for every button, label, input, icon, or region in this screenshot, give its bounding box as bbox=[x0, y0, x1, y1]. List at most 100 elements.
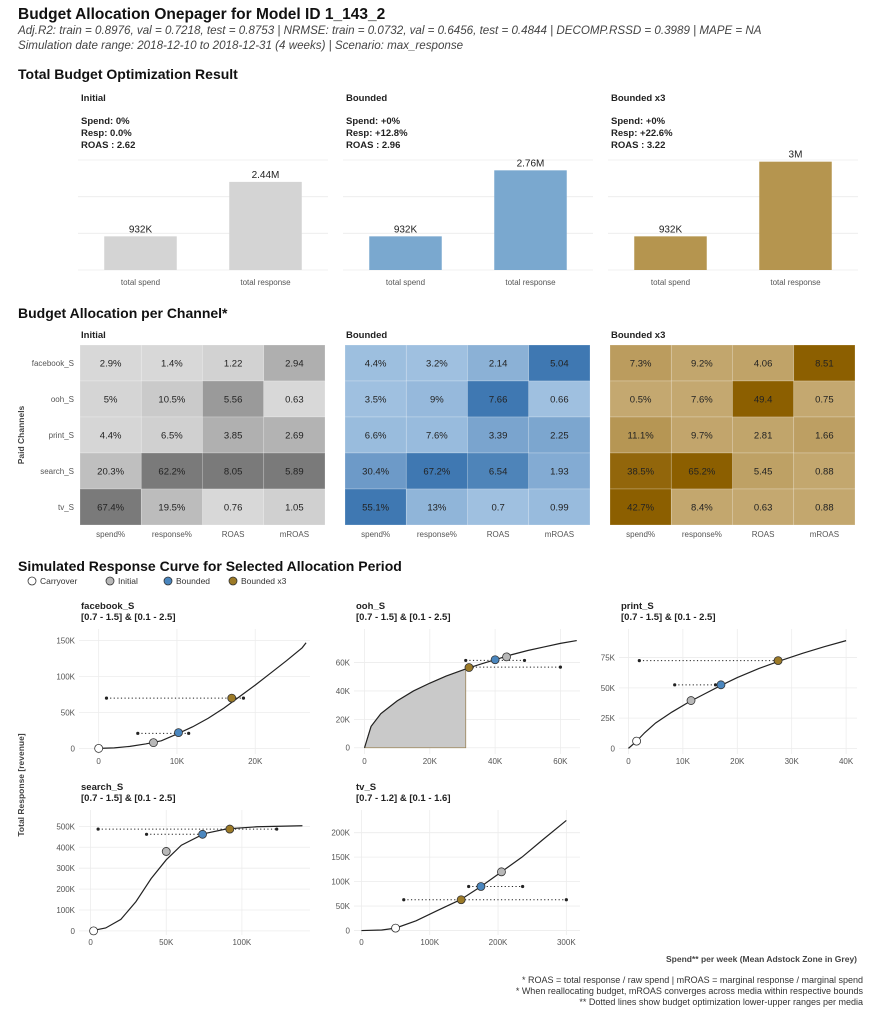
heatmap-row-label-tv-s: tv_S bbox=[58, 503, 74, 512]
curve-facebook-s-range-start-1 bbox=[104, 696, 109, 700]
total-bounded-bar-label-total-spend: 932K bbox=[394, 224, 418, 235]
legend-label-bounded: Bounded bbox=[176, 576, 210, 586]
heatmap-bounded-column-label-spend: spend% bbox=[361, 530, 390, 539]
total-bounded-x3-stat-1: Resp: +22.6% bbox=[611, 128, 673, 139]
curve-tv-s-range-label: [0.7 - 1.2] & [0.1 - 1.6] bbox=[356, 793, 451, 804]
curve-print-s-xtick-2: 20K bbox=[730, 757, 745, 766]
curve-facebook-s-point-carryover bbox=[94, 744, 104, 753]
heatmap-bounded-x3-cell-print-s-spend bbox=[609, 416, 672, 454]
heatmap-bounded-cell-label-facebook-s-spend: 4.4% bbox=[365, 359, 387, 370]
total-bounded-bar-label-total-response: 2.76M bbox=[517, 158, 545, 169]
heatmap-initial-cell-label-ooh-s-response: 10.5% bbox=[158, 395, 185, 406]
response-curves-section-title: Simulated Response Curve for Selected Al… bbox=[18, 558, 402, 574]
curve-facebook-s-point-bounded-x3 bbox=[227, 693, 237, 703]
allocation-section-title: Budget Allocation per Channel* bbox=[18, 305, 228, 321]
total-bounded-x3-bar-label-total-response: 3M bbox=[789, 150, 803, 161]
heatmap-bounded-cell-search-s-response bbox=[405, 452, 468, 490]
heatmap-bounded-x3-cell-label-tv-s-spend: 42.7% bbox=[627, 503, 654, 514]
heatmap-bounded-cell-label-tv-s-roas: 0.7 bbox=[492, 503, 505, 514]
heatmap-bounded-cell-label-facebook-s-mroas: 5.04 bbox=[550, 359, 569, 370]
heatmap-bounded-x3-cell-label-ooh-s-mroas: 0.75 bbox=[815, 395, 834, 406]
total-bounded-xtick-total-response: total response bbox=[505, 278, 556, 287]
heatmap-bounded-cell-label-ooh-s-spend: 3.5% bbox=[365, 395, 387, 406]
heatmap-initial-cell-search-s-roas bbox=[202, 452, 265, 490]
curve-tv-s-xtick-3: 300K bbox=[557, 938, 576, 947]
heatmap-initial-cell-label-search-s-response: 62.2% bbox=[158, 467, 185, 478]
curve-search-s-point-carryover bbox=[89, 926, 98, 936]
heatmap-row-label-facebook-s: facebook_S bbox=[32, 359, 74, 368]
heatmap-bounded-panel-title: Bounded bbox=[346, 330, 387, 341]
curve-facebook-s-ytick-2: 100K bbox=[56, 673, 75, 682]
heatmap-initial-cell-label-search-s-mroas: 5.89 bbox=[285, 467, 304, 478]
heatmap-bounded-x3-cell-label-tv-s-response: 8.4% bbox=[691, 503, 713, 514]
curve-print-s-point-bounded-x3 bbox=[773, 656, 783, 666]
heatmap-bounded-cell-ooh-s-spend bbox=[344, 380, 407, 418]
heatmap-bounded-cell-label-print-s-spend: 6.6% bbox=[365, 431, 387, 442]
curve-print-s-ytick-2: 50K bbox=[601, 684, 616, 693]
total-initial-bar-label-total-spend: 932K bbox=[129, 224, 153, 235]
legend-label-bounded-x3: Bounded x3 bbox=[241, 576, 287, 586]
curve-tv-s-range-end-0 bbox=[564, 898, 568, 902]
heatmap-bounded-cell-search-s-spend bbox=[344, 452, 407, 490]
heatmap-bounded-cell-tv-s-roas bbox=[467, 488, 530, 526]
heatmap-row-label-search-s: search_S bbox=[40, 467, 74, 476]
curve-search-s-range-start-1 bbox=[96, 827, 100, 831]
heatmap-bounded-column-label-response: response% bbox=[417, 530, 457, 539]
total-initial-bar-label-total-response: 2.44M bbox=[252, 170, 280, 181]
curve-search-s-range-label: [0.7 - 1.5] & [0.1 - 2.5] bbox=[81, 793, 176, 804]
footnote-roas: * ROAS = total response / raw spend | mR… bbox=[521, 975, 863, 985]
total-bounded-x3-stat-2: ROAS : 3.22 bbox=[611, 140, 665, 151]
curve-search-s-point-bounded-x3 bbox=[225, 824, 235, 834]
curve-ooh-s-xtick-2: 40K bbox=[488, 757, 503, 766]
heatmap-bounded-cell-ooh-s-roas bbox=[467, 380, 530, 418]
heatmap-bounded-cell-label-ooh-s-roas: 7.66 bbox=[489, 395, 508, 406]
heatmap-initial-cell-label-facebook-s-response: 1.4% bbox=[161, 359, 183, 370]
curve-tv-s-ytick-3: 150K bbox=[331, 853, 350, 862]
heatmap-initial-cell-label-search-s-roas: 8.05 bbox=[224, 467, 243, 478]
heatmap-initial-cell-tv-s-response bbox=[140, 488, 203, 526]
heatmap-initial-cell-search-s-mroas bbox=[263, 452, 326, 490]
total-bounded-panel-title: Bounded bbox=[346, 93, 387, 104]
heatmap-bounded-x3-cell-print-s-response bbox=[670, 416, 733, 454]
heatmap-bounded-cell-label-ooh-s-response: 9% bbox=[430, 395, 444, 406]
heatmap-row-label-ooh-s: ooh_S bbox=[51, 395, 74, 404]
curve-tv-s-xtick-0: 0 bbox=[359, 938, 364, 947]
total-initial-stat-2: ROAS : 2.62 bbox=[81, 140, 135, 151]
heatmap-bounded-cell-tv-s-spend bbox=[344, 488, 407, 526]
heatmap-initial-cell-print-s-roas bbox=[202, 416, 265, 454]
legend-marker-carryover bbox=[27, 576, 37, 586]
curve-ooh-s-point-initial bbox=[502, 652, 511, 662]
heatmap-initial-cell-label-print-s-response: 6.5% bbox=[161, 431, 183, 442]
curve-facebook-s-panel-title: facebook_S bbox=[81, 601, 134, 612]
total-bounded-x3-xtick-total-response: total response bbox=[770, 278, 821, 287]
heatmap-bounded-cell-label-facebook-s-roas: 2.14 bbox=[489, 359, 508, 370]
heatmap-bounded-cell-label-search-s-roas: 6.54 bbox=[489, 467, 508, 478]
heatmap-bounded-x3-cell-label-tv-s-roas: 0.63 bbox=[754, 503, 773, 514]
heatmap-initial-cell-label-tv-s-spend: 67.4% bbox=[97, 503, 124, 514]
legend-label-carryover: Carryover bbox=[40, 576, 77, 586]
curve-ooh-s-range-start-1 bbox=[464, 658, 468, 663]
curve-search-s-xtick-1: 50K bbox=[159, 938, 174, 947]
heatmap-initial-cell-label-print-s-spend: 4.4% bbox=[100, 431, 122, 442]
heatmap-bounded-cell-tv-s-response bbox=[405, 488, 468, 526]
heatmap-initial-cell-label-tv-s-mroas: 1.05 bbox=[285, 503, 304, 514]
heatmap-initial-cell-label-tv-s-roas: 0.76 bbox=[224, 503, 243, 514]
heatmap-initial-cell-label-facebook-s-mroas: 2.94 bbox=[285, 359, 304, 370]
heatmap-initial-cell-tv-s-roas bbox=[202, 488, 265, 526]
curve-tv-s-ytick-0: 0 bbox=[346, 927, 351, 936]
heatmap-bounded-cell-label-print-s-response: 7.6% bbox=[426, 431, 448, 442]
curve-ooh-s-xtick-0: 0 bbox=[362, 757, 367, 766]
curve-facebook-s-range-label: [0.7 - 1.5] & [0.1 - 2.5] bbox=[81, 612, 176, 623]
total-initial-xtick-total-response: total response bbox=[240, 278, 291, 287]
curve-ooh-s-point-bounded-x3 bbox=[464, 663, 474, 672]
heatmap-bounded-x3-cell-print-s-roas bbox=[732, 416, 795, 454]
total-bounded-stat-0: Spend: +0% bbox=[346, 116, 401, 127]
curve-print-s-ytick-3: 75K bbox=[601, 654, 616, 663]
heatmap-bounded-cell-label-search-s-spend: 30.4% bbox=[362, 467, 389, 478]
curve-facebook-s-xtick-2: 20K bbox=[248, 757, 263, 766]
heatmap-initial-cell-search-s-spend bbox=[79, 452, 142, 490]
legend-marker-bounded-x3 bbox=[228, 576, 238, 586]
curve-facebook-s-range-start-0 bbox=[136, 731, 140, 735]
curve-ooh-s-range-end-1 bbox=[522, 658, 527, 663]
curve-print-s-response-line bbox=[628, 640, 847, 749]
